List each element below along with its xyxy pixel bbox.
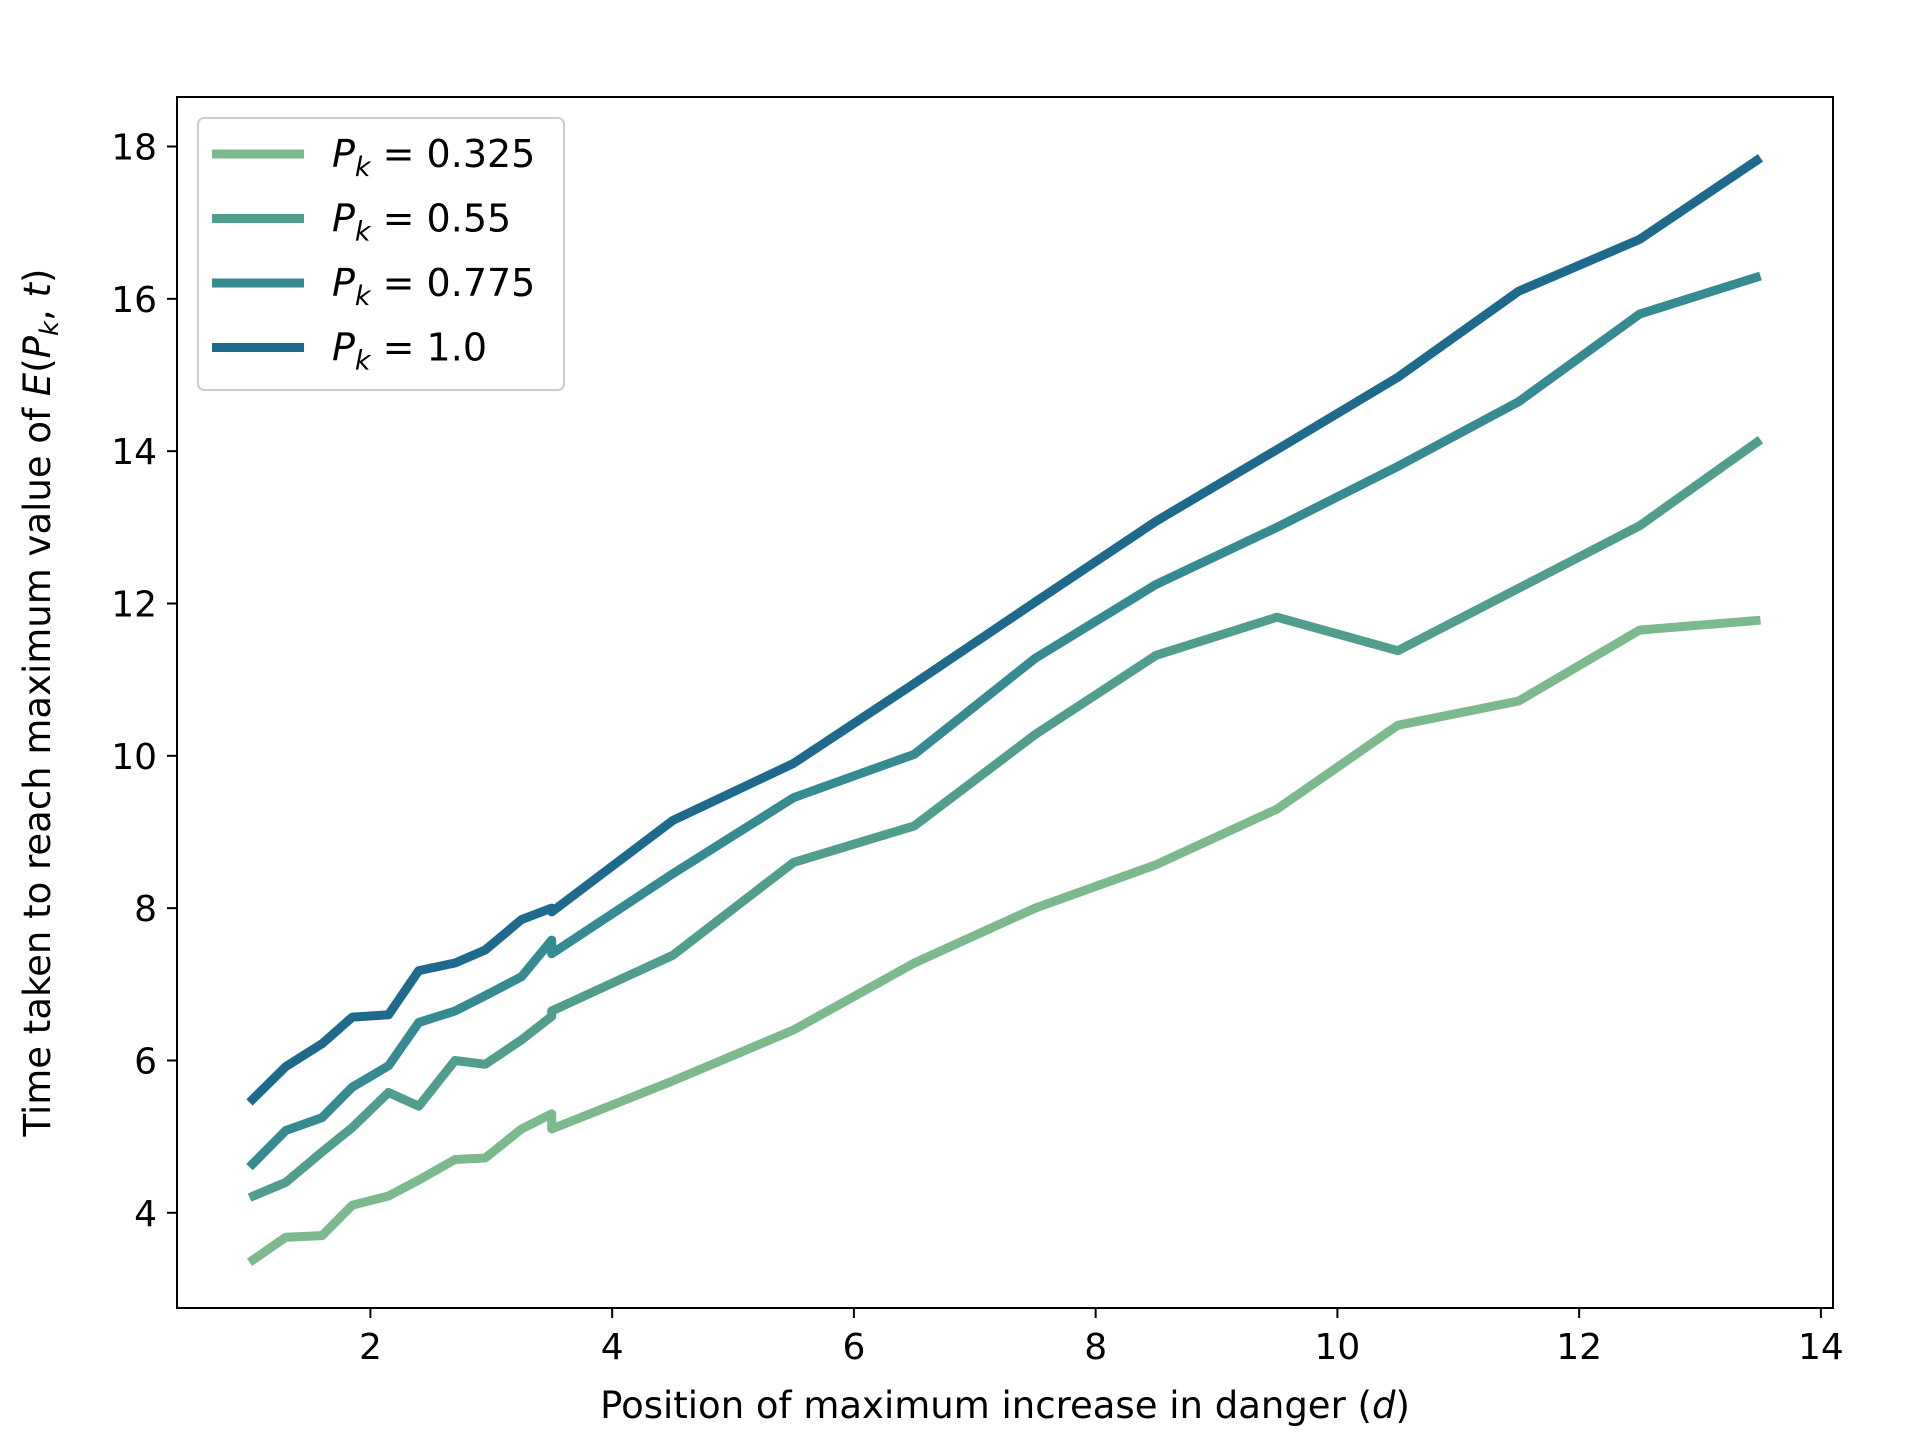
legend-label: Pk = 0.775 <box>332 261 535 312</box>
legend-label: Pk = 0.55 <box>332 197 511 248</box>
x-axis-label: Position of maximum increase in danger (… <box>600 1384 1410 1427</box>
y-axis-label: Time taken to reach maximum value of E(P… <box>16 269 65 1138</box>
x-tick-label: 12 <box>1556 1327 1602 1368</box>
legend-label: Pk = 1.0 <box>332 326 487 377</box>
plot-frame <box>176 96 1834 1309</box>
y-tick-label: 6 <box>134 1041 157 1082</box>
x-tick-label: 8 <box>1084 1327 1107 1368</box>
legend-box <box>197 117 565 391</box>
y-tick-label: 10 <box>111 737 157 778</box>
x-tick-label: 2 <box>359 1327 382 1368</box>
y-tick-label: 8 <box>134 889 157 930</box>
x-tick-label: 10 <box>1315 1327 1361 1368</box>
series-line-2 <box>247 436 1764 1202</box>
x-tick-label: 6 <box>842 1327 865 1368</box>
series-layer <box>246 154 1764 1267</box>
y-tick-label: 12 <box>111 584 157 625</box>
x-axis: 2 4 6 8 10 12 14 <box>359 1308 1844 1368</box>
x-tick-label: 4 <box>601 1327 624 1368</box>
series-line-3 <box>246 271 1762 1171</box>
y-tick-label: 16 <box>111 280 157 321</box>
series-line-1 <box>246 615 1761 1267</box>
y-tick-label: 18 <box>111 128 157 169</box>
x-tick-label: 14 <box>1798 1327 1844 1368</box>
legend-label: Pk = 0.325 <box>332 132 535 183</box>
y-tick-label: 4 <box>134 1194 157 1235</box>
y-tick-label: 14 <box>111 432 157 473</box>
legend: Pk = 0.325 Pk = 0.55 Pk = 0.775 Pk = 1.0 <box>197 117 565 391</box>
y-axis: 4 6 8 10 12 14 16 18 <box>111 128 177 1235</box>
series-line-4 <box>246 154 1764 1106</box>
